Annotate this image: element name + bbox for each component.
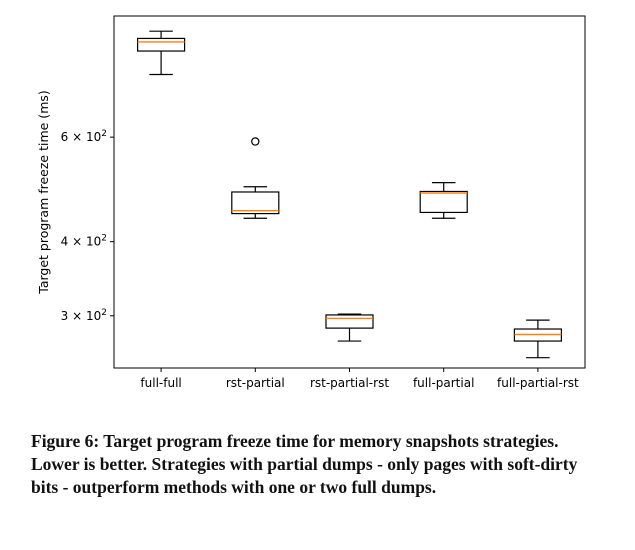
x-tick-label: rst-partial xyxy=(226,376,285,390)
iqr-box xyxy=(137,37,186,52)
box-full-partial-rst xyxy=(513,319,563,359)
y-tick-label: 4 × 102 xyxy=(61,234,107,249)
x-tick-label: full-partial xyxy=(413,376,474,390)
x-tick-label: rst-partial-rst xyxy=(310,376,389,390)
x-axis: full-full rst-partial rst-partial-rst full-… xyxy=(140,368,579,390)
y-axis: 3 × 102 4 × 102 6 × 102 xyxy=(61,129,114,323)
box-rst-partial-rst xyxy=(325,313,374,342)
y-tick-label: 6 × 102 xyxy=(61,129,107,144)
x-tick-label: full-full xyxy=(140,376,181,390)
iqr-box xyxy=(231,191,280,215)
box-series xyxy=(137,30,563,359)
y-axis-label: Target program freeze time (ms) xyxy=(36,90,51,295)
iqr-box xyxy=(419,190,468,214)
box-rst-partial xyxy=(231,137,280,219)
x-tick-label: full-partial-rst xyxy=(497,376,579,390)
figure-caption: Figure 6: Target program freeze time for… xyxy=(31,431,578,497)
y-tick-label: 3 × 102 xyxy=(61,308,107,323)
outlier-point xyxy=(251,137,260,146)
box-full-full xyxy=(137,30,186,76)
box-plot-chart: 3 × 102 4 × 102 6 × 102 full-full rst-parti… xyxy=(36,15,586,390)
box-full-partial xyxy=(419,181,468,219)
iqr-box xyxy=(325,314,374,329)
